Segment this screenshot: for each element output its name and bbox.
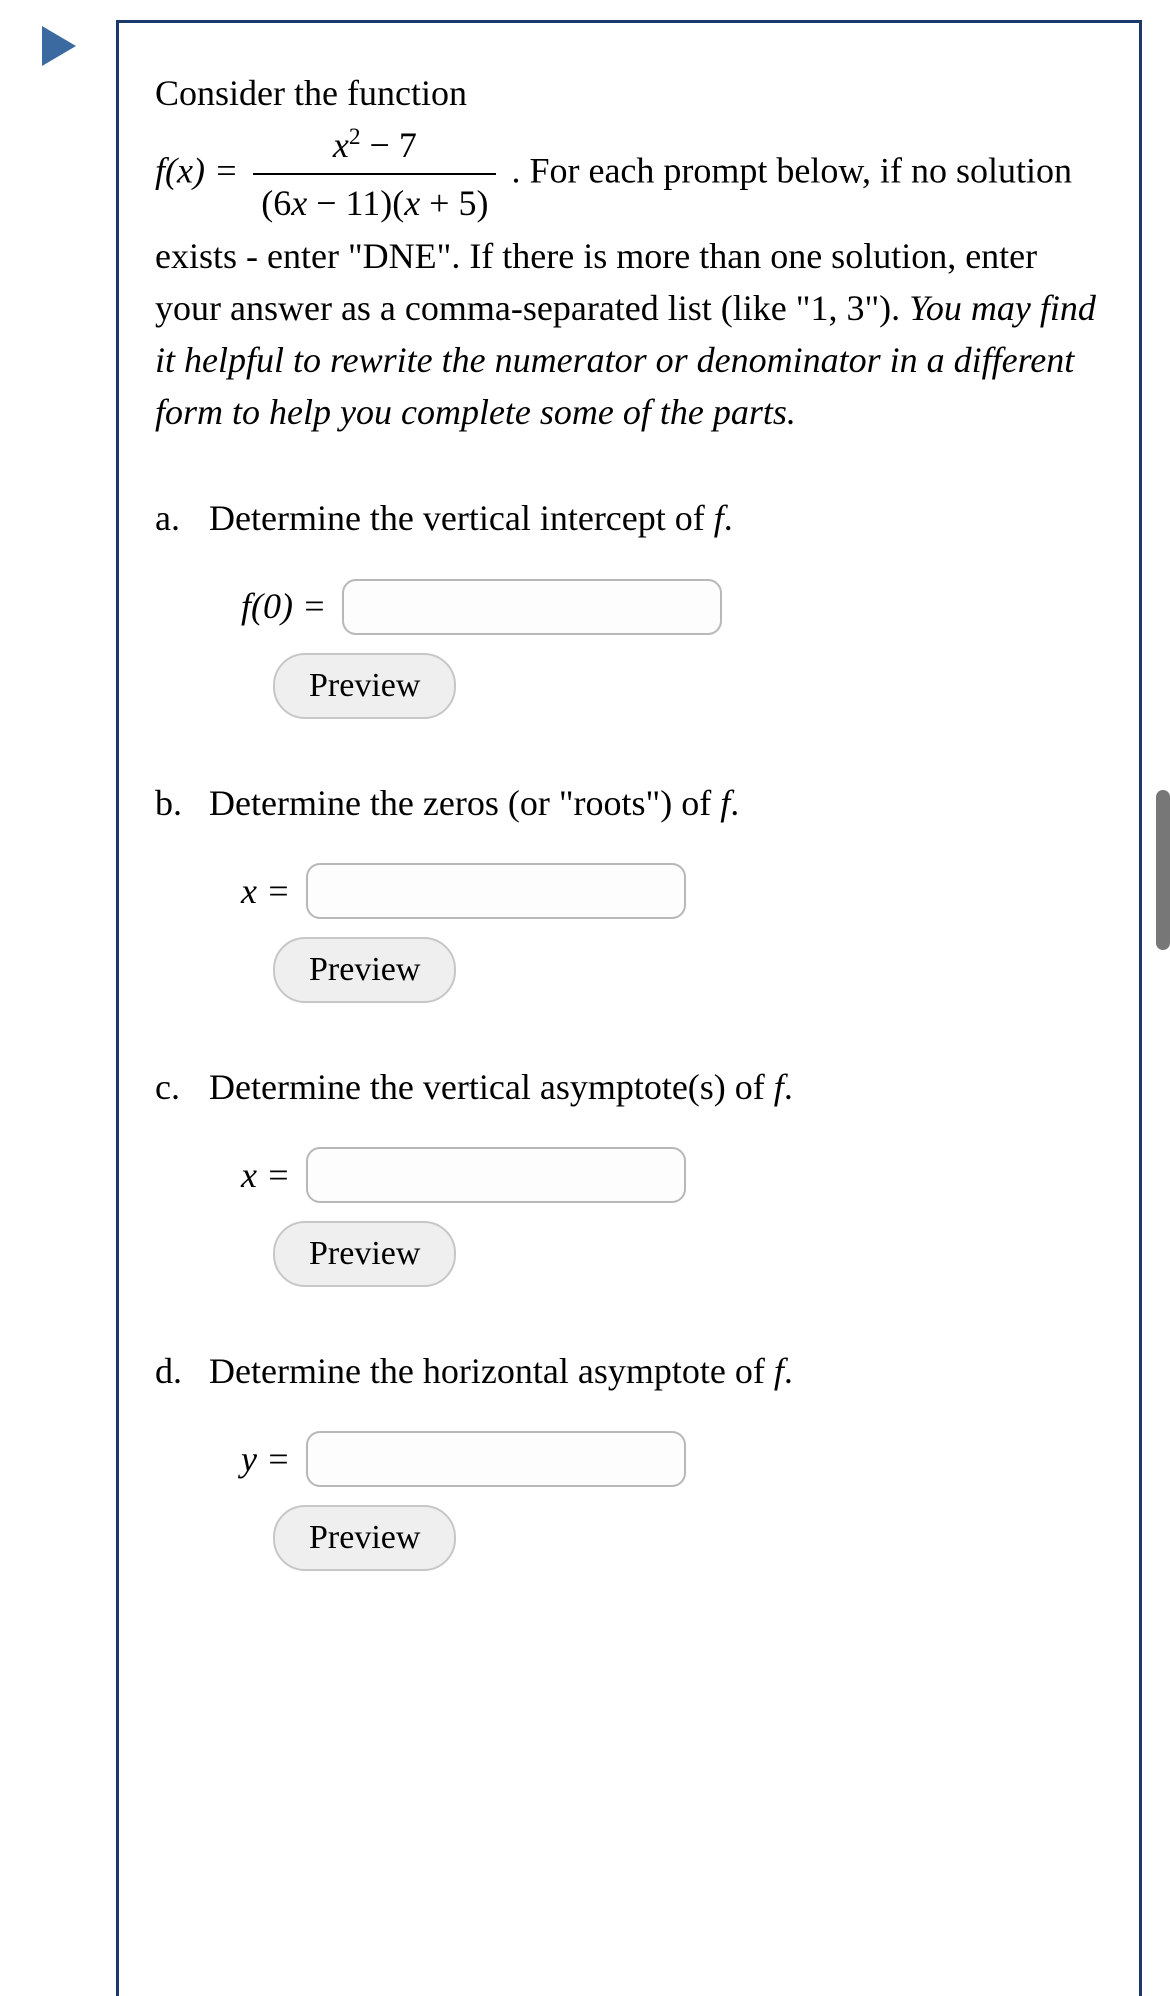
page: Consider the function f(x) = x2 − 7 (6x …	[0, 0, 1170, 1996]
part-prompt: Determine the horizontal asymptote of f.	[209, 1351, 793, 1391]
part-marker: b.	[155, 777, 182, 829]
scrollbar-thumb[interactable]	[1156, 790, 1170, 950]
answer-row: x =	[241, 863, 1103, 919]
answer-label: y =	[241, 1433, 290, 1485]
intro-after-frac: . For each prompt	[511, 151, 767, 191]
preview-button-d[interactable]: Preview	[273, 1505, 456, 1571]
function-fraction: x2 − 7 (6x − 11)(x + 5)	[253, 119, 496, 229]
answer-row: f(0) =	[241, 579, 1103, 635]
answer-row: x =	[241, 1147, 1103, 1203]
answer-input-a[interactable]	[342, 579, 722, 635]
part-prompt: Determine the vertical intercept of f.	[209, 498, 733, 538]
part-marker: a.	[155, 492, 180, 544]
answer-label: x =	[241, 1149, 290, 1201]
function-lhs: f(x) =	[155, 151, 247, 191]
answer-input-c[interactable]	[306, 1147, 686, 1203]
preview-button-a[interactable]: Preview	[273, 653, 456, 719]
part-marker: d.	[155, 1345, 182, 1397]
answer-input-b[interactable]	[306, 863, 686, 919]
answer-input-d[interactable]	[306, 1431, 686, 1487]
part-marker: c.	[155, 1061, 180, 1113]
question-box: Consider the function f(x) = x2 − 7 (6x …	[116, 20, 1142, 1996]
preview-button-b[interactable]: Preview	[273, 937, 456, 1003]
part-prompt: Determine the zeros (or "roots") of f.	[209, 783, 739, 823]
part-b: b. Determine the zeros (or "roots") of f…	[209, 777, 1103, 1003]
parts-list: a. Determine the vertical intercept of f…	[155, 492, 1103, 1571]
part-prompt: Determine the vertical asymptote(s) of f…	[209, 1067, 793, 1107]
part-a: a. Determine the vertical intercept of f…	[209, 492, 1103, 718]
answer-row: y =	[241, 1431, 1103, 1487]
answer-label: x =	[241, 865, 290, 917]
part-d: d. Determine the horizontal asymptote of…	[209, 1345, 1103, 1571]
intro-line1: Consider the function	[155, 73, 467, 113]
answer-label: f(0) =	[241, 580, 326, 632]
preview-button-c[interactable]: Preview	[273, 1221, 456, 1287]
intro-text: Consider the function f(x) = x2 − 7 (6x …	[155, 67, 1103, 438]
part-c: c. Determine the vertical asymptote(s) o…	[209, 1061, 1103, 1287]
play-icon[interactable]	[42, 26, 76, 71]
